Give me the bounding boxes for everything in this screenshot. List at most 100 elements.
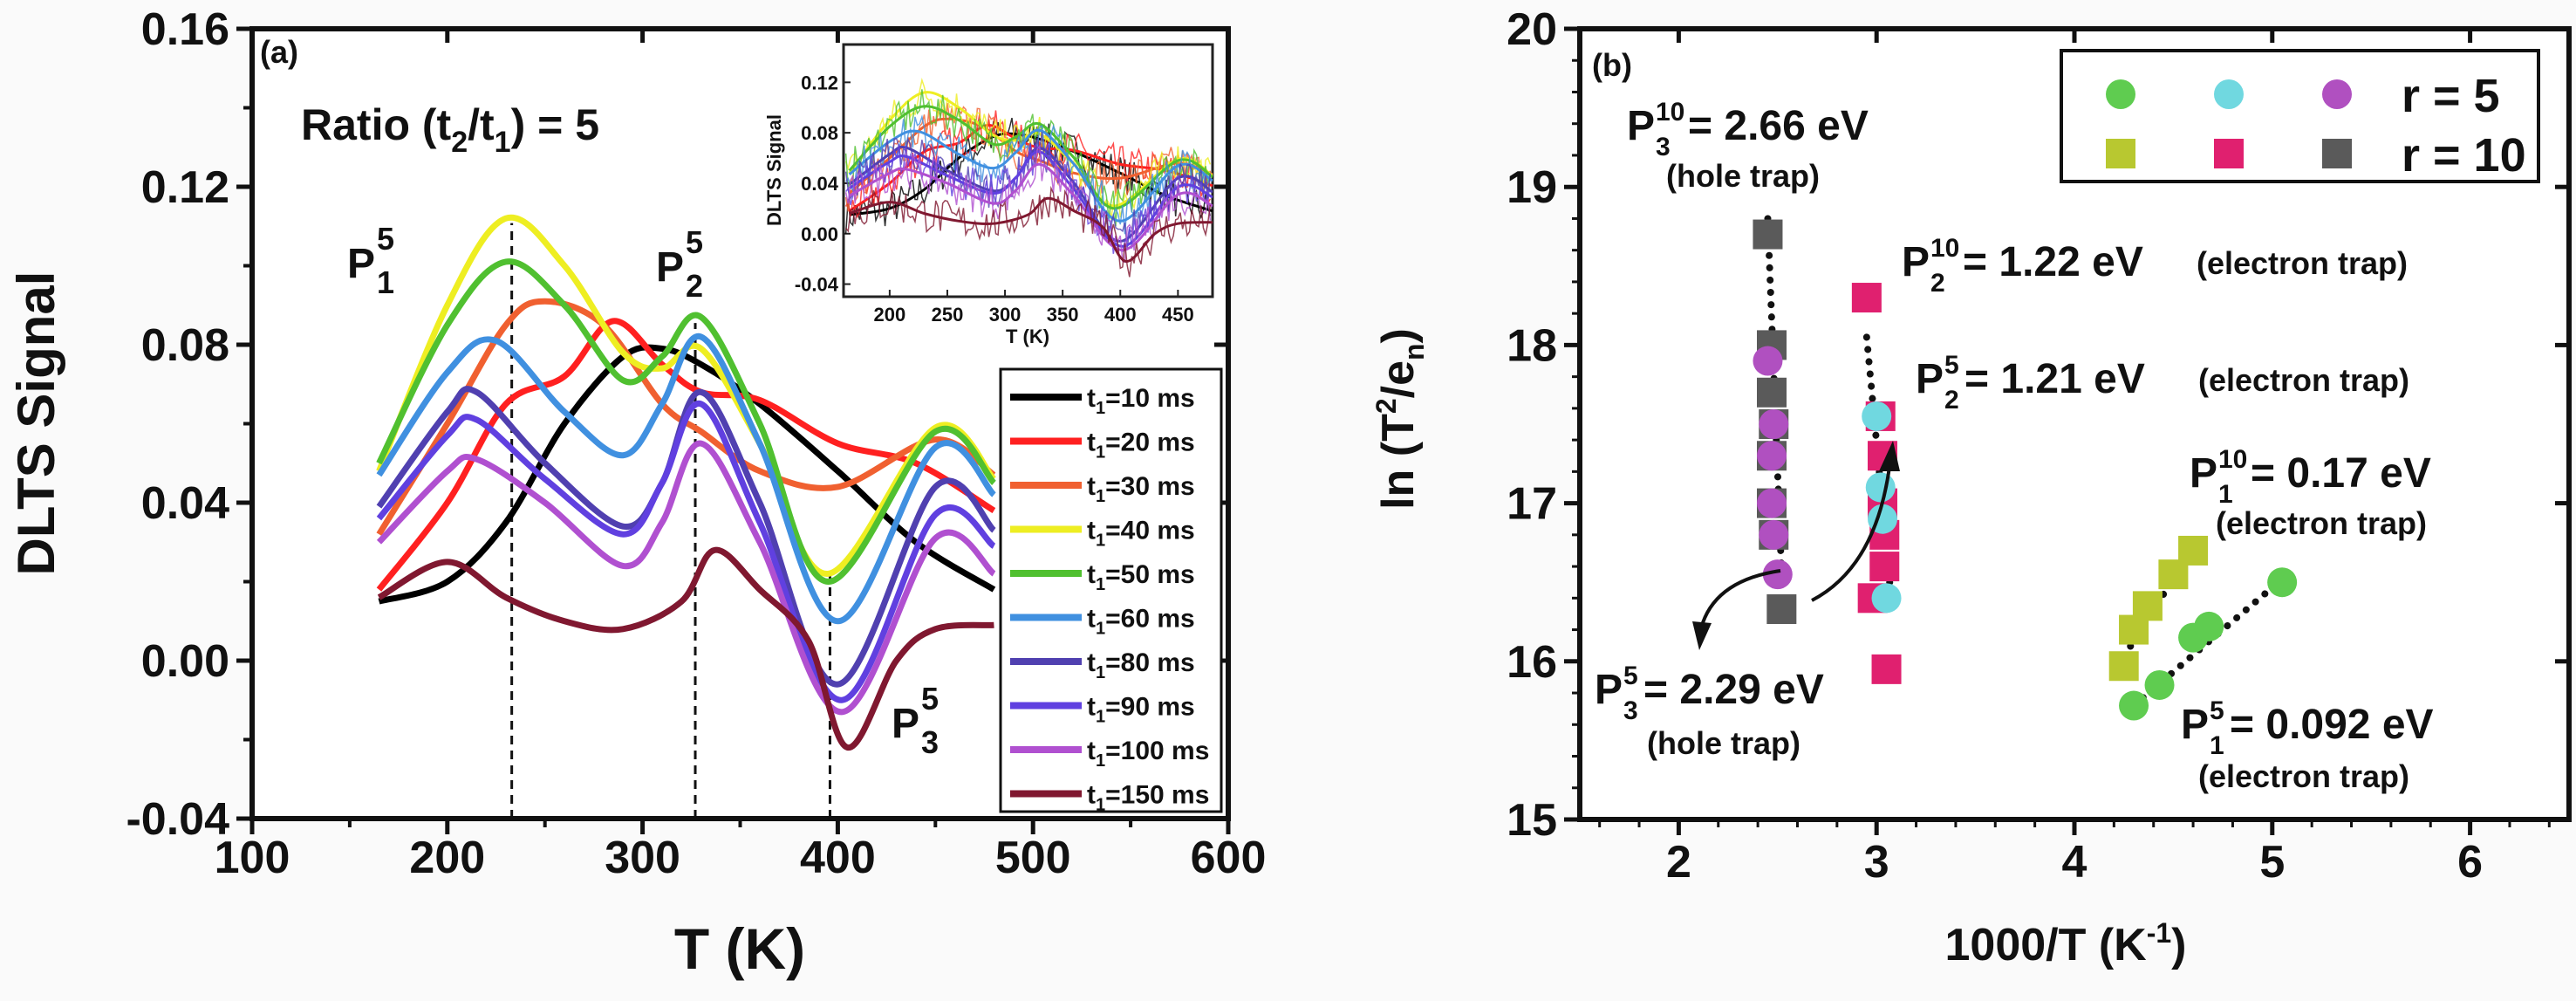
svg-text:10: 10 [2218,445,2247,474]
energy-annotation: P 10 3 = 2.66 eV (hole trap) [1627,98,1869,194]
inset-fit-series [849,196,1213,264]
y-tick-label-a: -0.04 [126,794,229,845]
axis-ticks-a: 100 200 300 400 500 600 -0.04 0.00 0.04 0.08 0.12 0… [126,4,1266,883]
data-point-circle [1756,441,1787,471]
svg-text:2: 2 [1944,386,1959,415]
data-point-square [2108,651,2139,682]
svg-text:1: 1 [2218,480,2233,509]
y-tick-label-b: 18 [1507,320,1557,371]
svg-text:P: P [656,244,684,291]
svg-text:P: P [1627,103,1655,149]
y-tick-label-b: 15 [1507,795,1557,846]
svg-text:P: P [892,701,919,747]
inset-y-tick-label: 0.04 [801,173,839,195]
inset-fit-series [848,105,1213,210]
y-tick-label-a: 0.08 [141,320,229,371]
legend-a: t1=10 ms t1=20 ms t1=30 ms t1=40 ms t1=50 ms… [999,367,1223,815]
legend-label: t1=80 ms [1087,648,1195,682]
svg-text:= 2.66 eV: = 2.66 eV [1688,103,1869,149]
data-point-square [1871,654,1902,684]
inset-y-tick-label: 0.08 [801,122,838,144]
data-point-circle [2214,79,2244,109]
x-tick-label-a: 400 [800,833,876,883]
energy-annotation: P 5 2 = 1.21 eV (electron trap) [1916,351,2409,415]
inset-fit-series [848,128,1213,223]
series-line-t1-150-ms [377,546,994,751]
data-point-circle [2106,79,2135,109]
svg-text:3: 3 [1623,696,1638,725]
x-tick-label-a: 300 [605,833,680,883]
y-tick-label-a: 0.16 [141,4,229,55]
y-axis-title-b: ln (T2/en) [1370,328,1430,510]
legend-label: t1=100 ms [1087,737,1209,771]
inset-y-tick-label: 0.12 [801,72,838,93]
data-point-square [1851,283,1882,313]
energy-annotation: P 10 2 = 1.22 eV (electron trap) [1902,234,2408,298]
data-point-circle [1865,472,1896,503]
inset-chart: 200 250 300 350 400 450-0.040.000.040.080.12 … [763,43,1214,347]
svg-text:5: 5 [921,681,939,716]
svg-text:(hole trap): (hole trap) [1647,725,1800,761]
svg-text:1: 1 [2210,731,2224,760]
series-line-t1-80-ms [376,386,996,688]
svg-text:= 0.092 eV: = 0.092 eV [2230,702,2434,748]
legend-label: t1=60 ms [1087,605,1195,639]
data-point-square [2322,139,2352,168]
series-line-t1-40-ms [376,214,997,577]
energy-annotation: P 5 3 = 2.29 eV (hole trap) [1595,662,1824,761]
svg-text:10: 10 [1930,234,1959,263]
inset-x-tick-label: 250 [932,304,964,326]
x-tick-label-b: 3 [1864,837,1889,888]
legend-label-b: r = 10 [2402,129,2526,182]
data-point-square [1869,552,1900,582]
y-tick-label-b: 19 [1507,162,1557,213]
x-axis-title-a: T (K) [674,916,805,981]
data-point-square [1756,377,1787,408]
data-point-circle [1762,559,1793,590]
data-point-circle [1759,519,1789,550]
svg-text:(electron trap): (electron trap) [2216,505,2427,541]
peak-label-p3: P 5 3 [892,681,939,760]
inset-y-tick-label: 0.00 [801,223,838,245]
inset-y-title: DLTS Signal [763,114,785,226]
legend-label: t1=90 ms [1087,693,1195,727]
data-points-b [1753,219,2298,721]
data-point-circle [1862,401,1892,431]
svg-text:P: P [2181,702,2209,748]
svg-text:(electron trap): (electron trap) [2197,245,2408,281]
data-point-circle [2119,690,2149,721]
svg-text:= 0.17 eV: = 0.17 eV [2251,450,2431,497]
data-point-square [2214,139,2244,168]
legend-label-b: r = 5 [2402,70,2500,122]
y-tick-label-b: 20 [1507,4,1557,55]
data-point-square [1753,219,1783,250]
svg-text:= 2.29 eV: = 2.29 eV [1643,667,1824,713]
x-tick-label-a: 500 [995,833,1071,883]
svg-text:10: 10 [1656,98,1684,127]
svg-text:(hole trap): (hole trap) [1666,158,1820,194]
svg-text:2: 2 [1930,269,1945,298]
svg-text:P: P [2190,450,2217,497]
inset-x-tick-label: 400 [1104,304,1137,326]
data-point-circle [2322,79,2352,109]
inset-x-tick-label: 350 [1047,304,1079,326]
data-point-square [2178,535,2209,566]
svg-text:(electron trap): (electron trap) [2198,362,2409,398]
data-point-circle [2267,567,2298,598]
energy-annotation: P 10 1 = 0.17 eV (electron trap) [2190,445,2431,541]
fit-line-dotted [2130,575,2286,710]
legend-label: t1=10 ms [1087,384,1195,418]
x-tick-label-b: 6 [2457,837,2483,888]
peak-label-p1: P 5 1 [347,221,394,300]
inset-noisy-series [844,144,1212,264]
inset-fit-series [849,132,1213,216]
svg-text:3: 3 [921,724,939,760]
data-point-circle [1753,346,1783,376]
y-tick-label-b: 17 [1507,479,1557,530]
legend-label: t1=150 ms [1087,781,1209,815]
svg-text:P: P [1916,356,1944,402]
data-point-square [2132,591,2163,621]
svg-text:= 1.22 eV: = 1.22 eV [1963,239,2143,285]
